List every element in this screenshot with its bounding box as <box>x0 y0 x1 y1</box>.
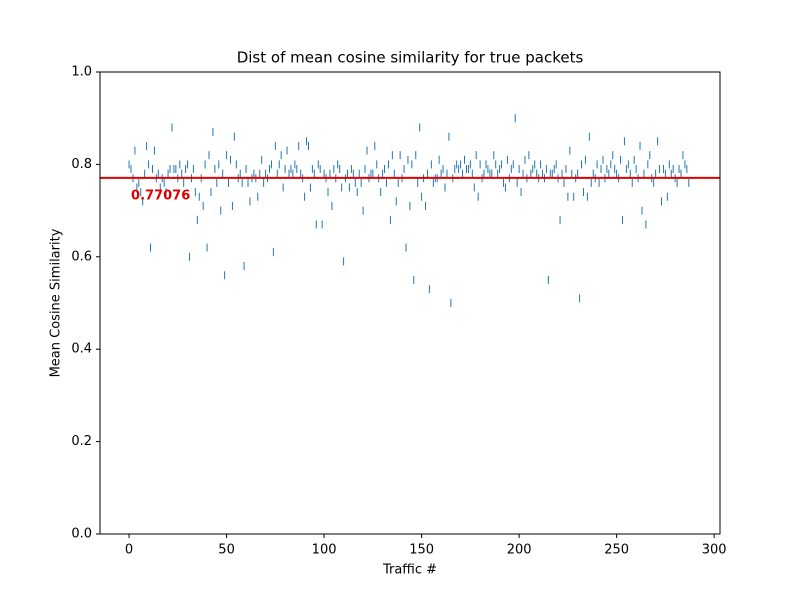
y-tick-label: 0.0 <box>71 527 92 542</box>
y-tick-label: 0.4 <box>71 342 92 357</box>
x-tick-label: 200 <box>507 543 532 558</box>
y-tick-label: 0.8 <box>71 157 92 172</box>
reference-label: 0.77076 <box>131 188 190 203</box>
y-axis-label: Mean Cosine Similarity <box>49 228 64 377</box>
x-tick-label: 250 <box>604 543 629 558</box>
x-tick-label: 50 <box>218 543 235 558</box>
y-tick-label: 1.0 <box>71 65 92 80</box>
y-tick-label: 0.6 <box>71 249 92 264</box>
chart-title: Dist of mean cosine similarity for true … <box>237 49 584 67</box>
x-axis-label: Traffic # <box>382 563 437 578</box>
x-tick-label: 150 <box>409 543 434 558</box>
y-tick-label: 0.2 <box>71 434 92 449</box>
x-tick-label: 100 <box>312 543 337 558</box>
x-tick-label: 300 <box>702 543 727 558</box>
plot-frame <box>99 71 721 535</box>
x-tick-label: 0 <box>125 543 133 558</box>
